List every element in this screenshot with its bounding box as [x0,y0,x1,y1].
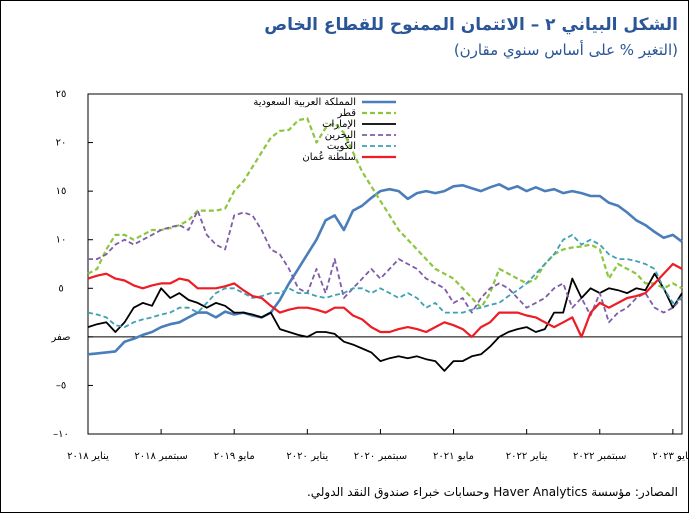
y-tick-label: ٥– [56,380,66,391]
legend-label: قطر [336,108,356,119]
chart-title: الشكل البياني ٢ – الائتمان الممنوح للقطا… [264,15,678,35]
chart-subtitle: (التغير % على أساس سنوي مقارن) [453,41,678,59]
series-line [88,209,683,324]
x-tick-label: سبتمبر ٢٠١٨ [134,451,187,462]
series-line [87,262,683,338]
y-tick-label: ٥ [58,283,63,294]
series-line [87,234,683,328]
x-tick-label: يناير ٢٠١٨ [67,451,109,462]
x-tick-label: سبتمبر ٢٠٢٢ [573,451,626,462]
chart: ١٠– ٥– صفر ٥ ١٠ ١٥ ٢٠ ٢٥ يناير ٢٠١٨ سبتمبر ٢٠١٨ ما… [50,89,688,462]
legend-label: الإمارات [322,119,356,130]
y-tick-label: ١٠ [56,235,67,246]
legend-label: الكويت [327,141,356,152]
x-tick-label: سبتمبر ٢٠٢٠ [354,451,407,462]
series-line [87,183,683,356]
plot-frame [87,93,683,435]
series-line [87,272,683,372]
x-tick-label: يناير ٢٠٢٢ [506,451,548,462]
legend-label: سلطنة عُمان [302,151,356,163]
y-tick-label: ١٥ [56,186,67,197]
y-tick-label: ٢٥ [56,89,67,100]
x-tick-label: مايو ٢٠١٩ [214,451,255,462]
series-line [87,117,683,309]
y-tick-label: صفر [50,332,70,343]
x-tick-label: مايو ٢٠٢٣ [652,451,688,462]
legend-label: المملكة العربية السعودية [253,97,356,108]
x-tick-label: يناير ٢٠٢٠ [286,451,328,462]
x-tick-label: مايو ٢٠٢١ [433,451,474,462]
source-note: المصادر: مؤسسة Haver Analytics وحسابات خ… [306,485,678,499]
y-tick-label: ١٠– [53,429,69,440]
y-tick-label: ٢٠ [56,138,67,149]
legend-label: البحرين [325,130,356,141]
